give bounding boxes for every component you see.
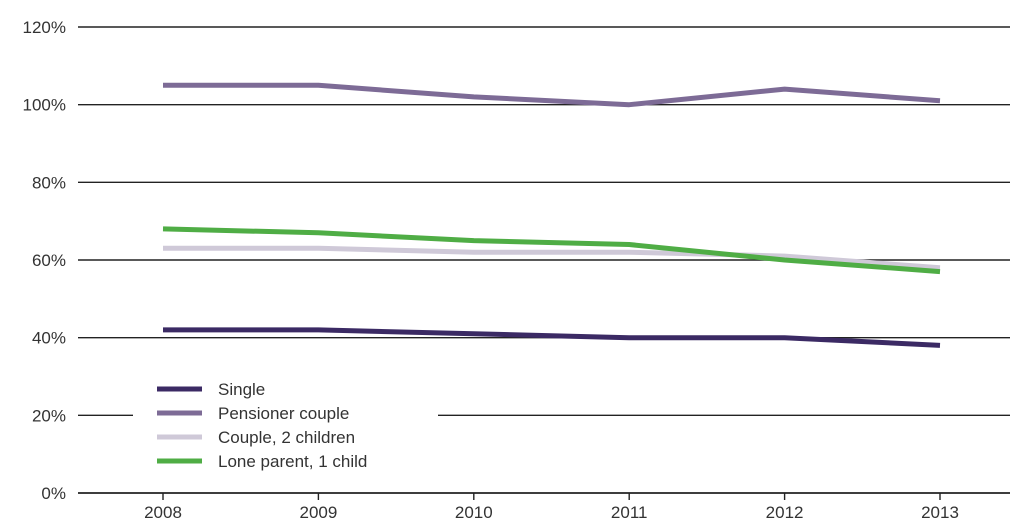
legend-label: Pensioner couple (218, 404, 349, 423)
y-tick-label: 20% (32, 406, 66, 425)
gridlines (78, 26, 1010, 494)
series-line-lone-parent-1-child (162, 226, 941, 275)
y-tick-label: 80% (32, 173, 66, 192)
x-tick-label: 2011 (611, 503, 648, 521)
x-tick-label: 2012 (766, 503, 804, 521)
y-tick-label: 40% (32, 329, 66, 348)
legend: Single Pensioner couple Couple, 2 children… (157, 380, 367, 471)
series-lines (162, 82, 941, 348)
legend-label: Lone parent, 1 child (218, 452, 367, 471)
x-tick-label: 2010 (455, 503, 493, 521)
series-line-couple-2-children (163, 245, 941, 271)
series-line-single (163, 327, 941, 348)
legend-label: Single (218, 380, 265, 399)
x-axis-tick-labels: 2008 2009 2010 2011 2012 2013 (144, 493, 959, 521)
x-tick-label: 2013 (921, 503, 959, 521)
y-tick-label: 60% (32, 251, 66, 270)
x-tick-label: 2009 (299, 503, 337, 521)
y-axis-tick-labels: 0% 20% 40% 60% 80% 100% 120% (23, 18, 66, 503)
y-tick-label: 100% (23, 96, 66, 115)
x-tick-label: 2008 (144, 503, 182, 521)
legend-label: Couple, 2 children (218, 428, 355, 447)
series-line-pensioner-couple (163, 82, 941, 108)
y-tick-label: 120% (23, 18, 66, 37)
y-tick-label: 0% (41, 484, 66, 503)
